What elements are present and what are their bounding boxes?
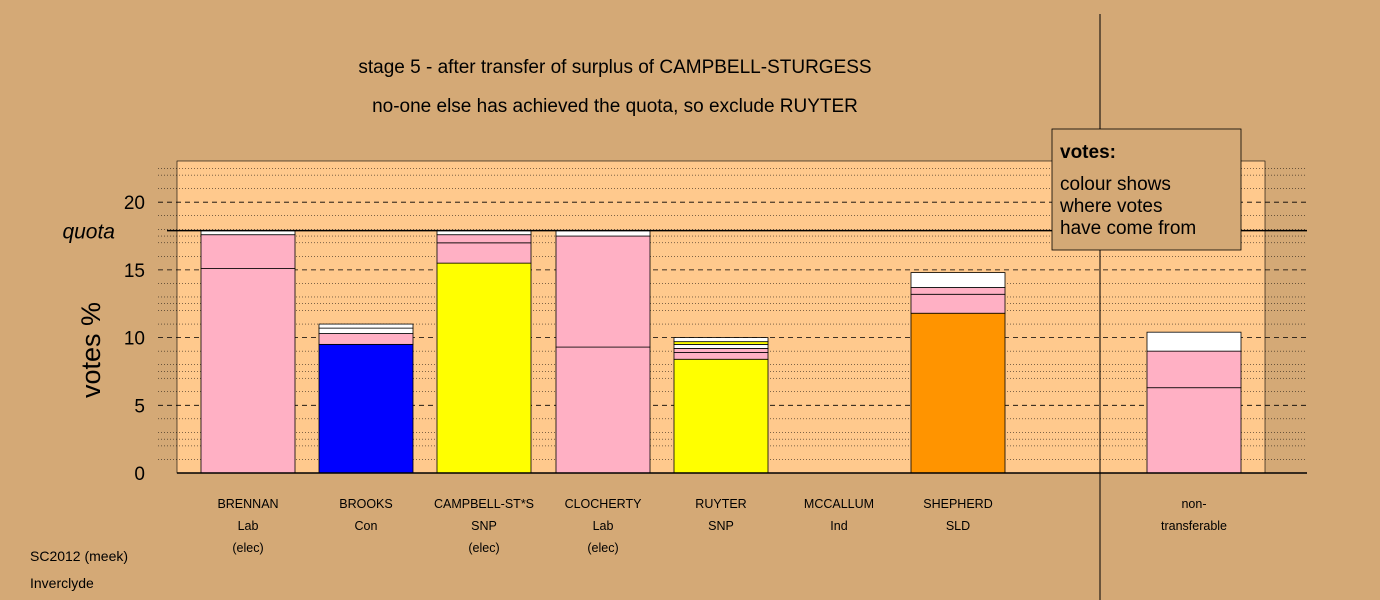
candidate-status-label: (elec) [468, 541, 499, 555]
candidate-name-label: BROOKS [339, 497, 393, 511]
quota-label: quota [62, 221, 115, 244]
legend-line-1: colour shows [1060, 174, 1171, 195]
y-axis-label: votes % [76, 302, 106, 398]
legend-line-3: have come from [1060, 218, 1196, 239]
candidate-party-label: transferable [1161, 519, 1227, 533]
candidate-name-label: non- [1181, 497, 1206, 511]
bar-segment [673, 358, 769, 474]
bar-segment [673, 341, 769, 345]
bar-segment [200, 268, 296, 474]
bar-segment [318, 323, 414, 329]
y-tick-label: 15 [124, 261, 145, 282]
bar-segment [673, 337, 769, 343]
bar-segment [673, 343, 769, 349]
chart-subtitle: no-one else has achieved the quota, so e… [372, 96, 858, 117]
bar-segment [910, 293, 1006, 314]
bar-segment [555, 235, 651, 348]
footer-source: SC2012 (meek) [30, 548, 128, 564]
candidate-party-label: Lab [593, 519, 614, 533]
y-tick-label: 5 [134, 396, 145, 417]
bar-segment [1146, 331, 1242, 352]
candidate-status-label: (elec) [587, 541, 618, 555]
legend-line-2: where votes [1059, 196, 1162, 217]
candidate-status-label: (elec) [232, 541, 263, 555]
legend-box [1051, 128, 1242, 251]
candidate-party-label: SNP [708, 519, 734, 533]
candidate-party-label: Con [355, 519, 378, 533]
bar-segment [555, 230, 651, 237]
bar-segment [436, 234, 532, 244]
legend: votes: colour shows where votes have com… [1051, 128, 1242, 251]
candidate-party-label: Lab [238, 519, 259, 533]
candidate-party-label: SLD [946, 519, 970, 533]
legend-title: votes: [1060, 142, 1116, 163]
bar-segment [318, 343, 414, 474]
bar-segment [1146, 387, 1242, 474]
chart-title: stage 5 - after transfer of surplus of C… [358, 57, 871, 78]
candidate-party-label: SNP [471, 519, 497, 533]
bar-segment [910, 287, 1006, 295]
bar-segment [673, 348, 769, 353]
y-tick-label: 10 [124, 329, 145, 350]
y-tick-label: 20 [124, 193, 145, 214]
candidate-name-label: SHEPHERD [923, 497, 992, 511]
candidate-name-label: MCCALLUM [804, 497, 874, 511]
bar-segment [1146, 350, 1242, 389]
bar-segment [910, 312, 1006, 474]
candidate-name-label: CAMPBELL-ST*S [434, 497, 534, 511]
candidate-labels: BRENNAN Lab (elec) BROOKS Con CAMPBELL-ST*S SN… [217, 497, 1227, 555]
candidate-name-label: BRENNAN [217, 497, 278, 511]
footer-council: Inverclyde [30, 575, 94, 591]
bar-segment [318, 333, 414, 345]
bar-stacks [200, 230, 1242, 474]
y-tick-label: 0 [134, 464, 145, 485]
bar-segment [200, 234, 296, 269]
y-axis-ticks: 0 5 10 15 20 [124, 193, 145, 485]
candidate-party-label: Ind [830, 519, 847, 533]
bar-segment [318, 327, 414, 334]
bar-segment [436, 262, 532, 474]
bar-segment [436, 242, 532, 264]
bar-segment [673, 352, 769, 360]
candidate-name-label: RUYTER [695, 497, 746, 511]
bar-segment [555, 346, 651, 474]
bar-segment [910, 272, 1006, 288]
candidate-name-label: CLOCHERTY [565, 497, 643, 511]
